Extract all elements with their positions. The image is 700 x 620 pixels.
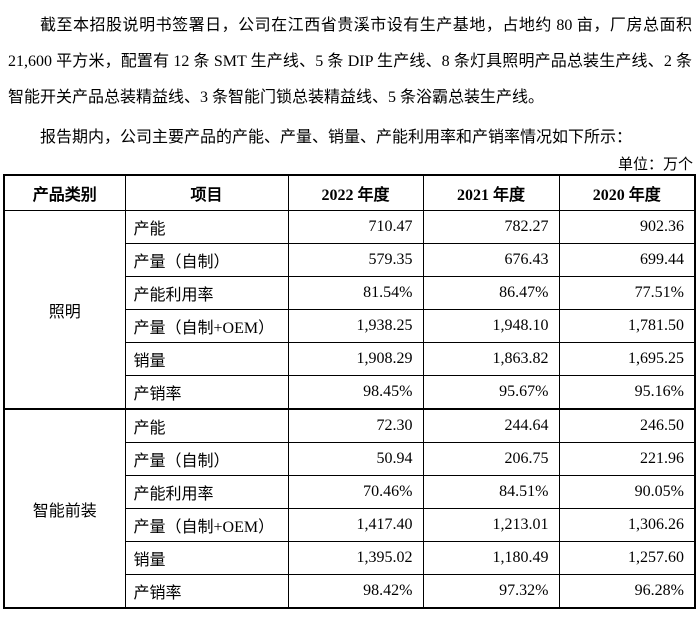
item-cell: 产量（自制） — [124, 442, 289, 476]
item-cell: 产量（自制+OEM） — [124, 508, 289, 542]
table-row: 销量 1,395.02 1,180.49 1,257.60 — [4, 541, 696, 575]
value-cell: 97.32% — [422, 574, 560, 609]
value-cell: 95.67% — [422, 375, 560, 410]
value-cell: 1,781.50 — [558, 309, 696, 343]
body-paragraph-production-base: 截至本招股说明书签署日，公司在江西省贵溪市设有生产基地，占地约 80 亩，厂房总… — [8, 17, 692, 106]
body-paragraph-table-intro: 报告期内，公司主要产品的产能、产量、销量、产能利用率和产销率情况如下所示： — [40, 129, 633, 146]
value-cell: 579.35 — [287, 243, 424, 277]
value-cell: 1,938.25 — [287, 309, 424, 343]
item-cell: 产量（自制） — [124, 243, 289, 277]
value-cell: 710.47 — [287, 210, 424, 244]
table-row: 产销率 98.45% 95.67% 95.16% — [4, 375, 696, 410]
table-row: 销量 1,908.29 1,863.82 1,695.25 — [4, 342, 696, 376]
value-cell: 81.54% — [287, 276, 424, 310]
value-cell: 84.51% — [422, 475, 560, 509]
category-cell-lighting: 照明 — [3, 210, 126, 410]
table-row: 产量（自制） 50.94 206.75 221.96 — [4, 442, 696, 476]
value-cell: 1,908.29 — [287, 342, 424, 376]
table-row: 产量（自制+OEM） 1,938.25 1,948.10 1,781.50 — [4, 309, 696, 343]
item-cell: 产量（自制+OEM） — [124, 309, 289, 343]
value-cell: 96.28% — [558, 574, 696, 609]
value-cell: 70.46% — [287, 475, 424, 509]
col-header-category: 产品类别 — [3, 174, 126, 211]
value-cell: 95.16% — [558, 375, 696, 410]
item-cell: 销量 — [124, 342, 289, 376]
col-header-item: 项目 — [124, 174, 289, 211]
item-cell: 产销率 — [124, 375, 289, 410]
item-cell: 产能利用率 — [124, 276, 289, 310]
item-cell: 产销率 — [124, 574, 289, 609]
table-row: 产能利用率 70.46% 84.51% 90.05% — [4, 475, 696, 509]
table-row: 照明 产能 710.47 782.27 902.36 — [3, 210, 696, 410]
value-cell: 1,213.01 — [422, 508, 560, 542]
table-row: 产量（自制+OEM） 1,417.40 1,213.01 1,306.26 — [4, 508, 696, 542]
value-cell: 1,695.25 — [558, 342, 696, 376]
item-cell: 产能利用率 — [124, 475, 289, 509]
value-cell: 902.36 — [558, 210, 696, 244]
value-cell: 77.51% — [558, 276, 696, 310]
value-cell: 1,417.40 — [287, 508, 424, 542]
item-cell: 产能 — [124, 408, 289, 443]
document-page: { "document": { "paragraph1": "截至本招股说明书签… — [0, 8, 700, 620]
table-header-row: 产品类别 项目 2022 年度 2021 年度 2020 年度 — [3, 174, 696, 211]
value-cell: 676.43 — [422, 243, 560, 277]
value-cell: 1,257.60 — [558, 541, 696, 575]
table-row: 产销率 98.42% 97.32% 96.28% — [4, 574, 696, 609]
value-cell: 1,180.49 — [422, 541, 560, 575]
item-cell: 产能 — [124, 210, 289, 244]
value-cell: 699.44 — [558, 243, 696, 277]
value-cell: 1,948.10 — [422, 309, 560, 343]
value-cell: 221.96 — [558, 442, 696, 476]
value-cell: 98.45% — [287, 375, 424, 410]
value-cell: 246.50 — [558, 408, 696, 443]
value-cell: 98.42% — [287, 574, 424, 609]
value-cell: 782.27 — [422, 210, 560, 244]
category-cell-smart-preinstall: 智能前装 — [3, 408, 126, 609]
value-cell: 1,395.02 — [287, 541, 424, 575]
value-cell: 90.05% — [558, 475, 696, 509]
table-row: 智能前装 产能 72.30 244.64 246.50 — [3, 408, 696, 609]
col-header-2020: 2020 年度 — [558, 174, 696, 211]
value-cell: 50.94 — [287, 442, 424, 476]
item-cell: 销量 — [124, 541, 289, 575]
table-row: 产量（自制） 579.35 676.43 699.44 — [4, 243, 696, 277]
col-header-2021: 2021 年度 — [422, 174, 560, 211]
table-row: 产能利用率 81.54% 86.47% 77.51% — [4, 276, 696, 310]
value-cell: 1,306.26 — [558, 508, 696, 542]
value-cell: 72.30 — [287, 408, 424, 443]
col-header-2022: 2022 年度 — [287, 174, 424, 211]
value-cell: 1,863.82 — [422, 342, 560, 376]
value-cell: 244.64 — [422, 408, 560, 443]
production-capacity-table: 产品类别 项目 2022 年度 2021 年度 2020 年度 照明 产能 71… — [3, 174, 696, 609]
value-cell: 206.75 — [422, 442, 560, 476]
value-cell: 86.47% — [422, 276, 560, 310]
unit-label: 单位：万个 — [617, 157, 693, 173]
